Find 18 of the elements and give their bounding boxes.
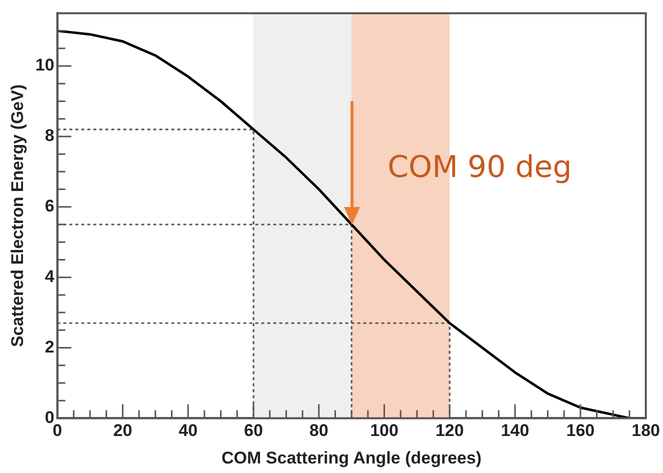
x-tick-label: 160	[566, 421, 595, 440]
x-tick-label: 20	[113, 421, 132, 440]
annotation: COM 90 deg	[388, 150, 572, 184]
y-tick-label: 8	[44, 126, 54, 146]
y-tick-label: 4	[44, 267, 55, 286]
x-tick-label: 100	[370, 421, 398, 440]
x-tick-label: 40	[178, 421, 198, 440]
x-tick-label: 80	[309, 421, 328, 440]
y-axis-title: Scattered Electron Energy (GeV)	[8, 84, 27, 348]
x-tick-label: 180	[632, 421, 660, 440]
x-tick-label: 120	[435, 421, 464, 440]
x-tick-label: 60	[244, 421, 263, 440]
x-axis-title: COM Scattering Angle (degrees)	[222, 448, 482, 468]
y-tick-label: 2	[44, 337, 54, 356]
y-tick-label: 10	[35, 56, 54, 75]
y-tick-label: 0	[44, 408, 54, 427]
y-tick-label: 6	[44, 196, 54, 216]
x-tick-label: 140	[500, 421, 530, 440]
